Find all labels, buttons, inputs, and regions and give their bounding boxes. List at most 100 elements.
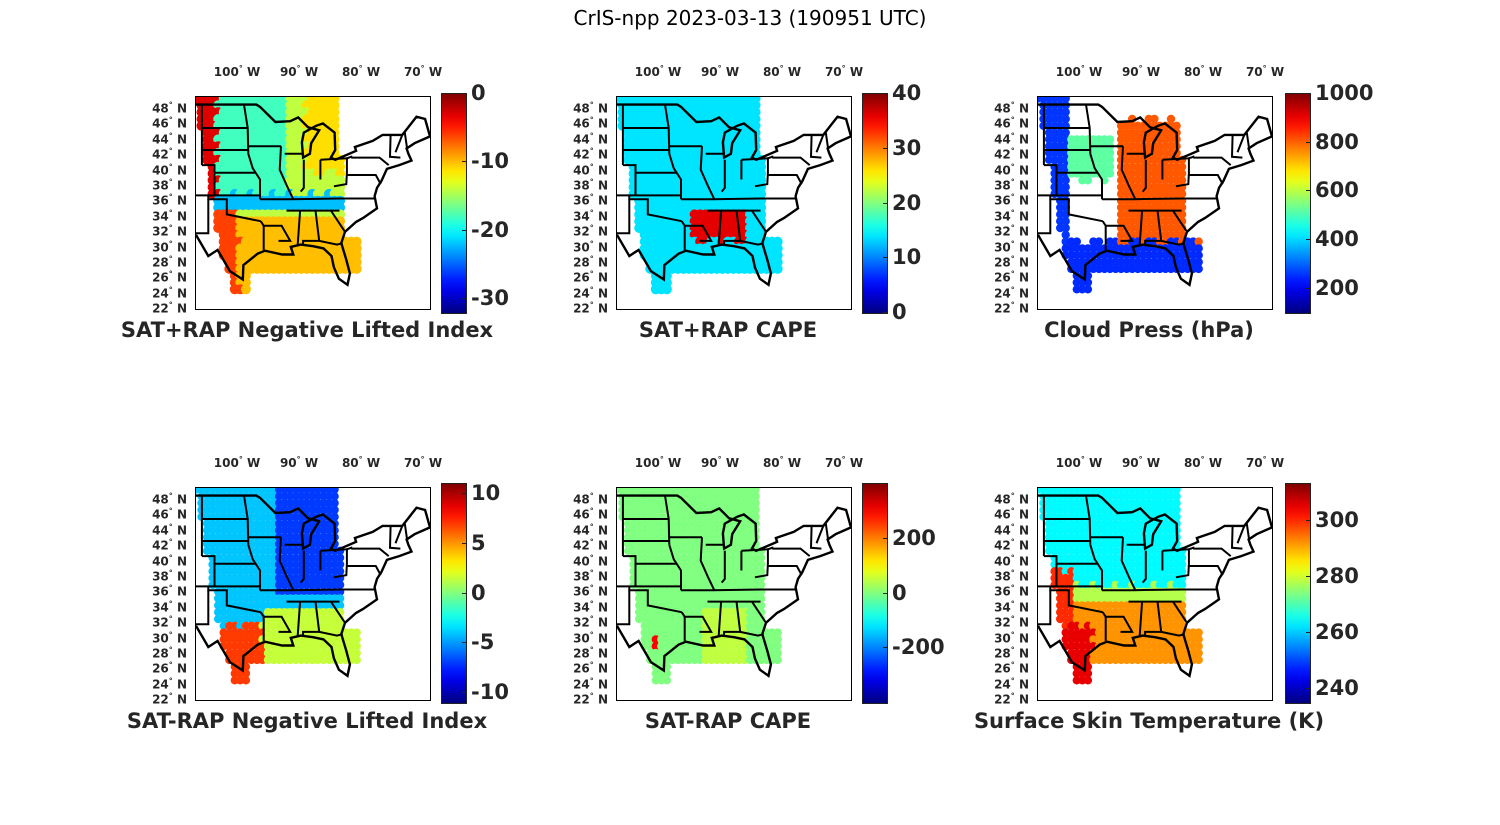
state-border	[1236, 134, 1246, 153]
coastline-border	[617, 103, 851, 287]
latitude-tick-label: 34° N	[152, 208, 187, 224]
data-point	[330, 505, 339, 515]
state-border	[330, 210, 346, 233]
map-canvas	[196, 97, 430, 295]
state-border	[1160, 239, 1185, 246]
latitude-tick-label: 36° N	[994, 583, 1029, 599]
map-canvas	[196, 488, 430, 685]
latitude-tick-label: 44° N	[152, 522, 187, 538]
latitude-tick-label: 46° N	[573, 115, 608, 131]
data-point	[756, 594, 766, 603]
state-border	[681, 197, 797, 201]
latitude-tick-label: 22° N	[994, 300, 1029, 316]
latitude-tick-label: 46° N	[152, 506, 187, 522]
latitude-tick-labels: 48° N 46° N 44° N 42° N 40° N 38° N 36° N 34° N…	[135, 96, 187, 315]
latitude-tick-label: 42° N	[994, 537, 1029, 553]
latitude-tick-label: 24° N	[152, 285, 187, 301]
data-point	[756, 608, 766, 617]
colorbar-tick-mark	[1306, 190, 1310, 192]
state-border	[346, 174, 382, 185]
state-border	[1188, 546, 1195, 551]
data-point	[750, 107, 761, 118]
data-point	[1194, 264, 1203, 274]
data-point	[351, 250, 362, 261]
colorbar-tick-label: 200	[1315, 275, 1359, 300]
latitude-tick-label: 32° N	[573, 614, 608, 630]
state-border	[1102, 588, 1218, 592]
data-point	[1194, 251, 1203, 260]
state-border	[617, 199, 631, 235]
data-point	[1083, 285, 1093, 294]
colorbar-tick-mark	[883, 202, 887, 204]
state-border	[1049, 195, 1103, 223]
state-border	[302, 210, 321, 246]
latitude-tick-label: 48° N	[994, 100, 1029, 116]
colorbar-tick-label: 1000	[1315, 81, 1374, 105]
longitude-tick-label: 100° W	[634, 455, 682, 470]
state-border	[741, 548, 769, 579]
data-point	[1194, 642, 1203, 651]
latitude-tick-label: 44° N	[573, 522, 608, 538]
latitude-tick-label: 36° N	[152, 192, 187, 208]
state-border	[278, 537, 295, 591]
data-point	[1177, 601, 1187, 610]
data-point	[352, 642, 361, 651]
state-border	[809, 134, 822, 159]
state-border	[680, 611, 713, 633]
panel-title: SAT+RAP Negative Lifted Index	[120, 318, 494, 342]
state-border	[815, 525, 825, 544]
state-border	[1101, 611, 1134, 633]
latitude-tick-label: 30° N	[994, 630, 1029, 646]
colorbar-tick-label: 0	[471, 580, 486, 605]
data-point	[1177, 189, 1187, 199]
colorbar-tick-label: 280	[1315, 563, 1359, 588]
data-point	[756, 560, 766, 569]
state-border	[1188, 155, 1195, 160]
state-border	[717, 601, 723, 638]
state-border	[723, 601, 742, 637]
latitude-tick-label: 36° N	[573, 583, 608, 599]
data-point	[335, 553, 345, 562]
map-plot-area	[1037, 487, 1273, 701]
state-border	[351, 156, 390, 166]
colorbar-tick-label: -30	[471, 286, 509, 311]
data-point	[751, 505, 760, 515]
data-point	[1194, 655, 1203, 665]
data-point	[1061, 97, 1070, 103]
longitude-tick-label: 80° W	[762, 64, 802, 79]
latitude-tick-labels: 48° N 46° N 44° N 42° N 40° N 38° N 36° N 34° N…	[977, 96, 1029, 315]
state-border	[320, 548, 348, 579]
map-canvas	[1038, 488, 1272, 685]
colorbar-tick-mark	[883, 257, 887, 259]
state-border	[767, 546, 774, 551]
latitude-tick-label: 30° N	[152, 239, 187, 255]
map-plot-area	[195, 96, 431, 310]
colorbar-tick-mark	[462, 592, 466, 594]
state-border	[699, 146, 716, 200]
latitude-tick-label: 38° N	[994, 568, 1029, 584]
latitude-tick-label: 40° N	[573, 553, 608, 569]
latitude-tick-label: 44° N	[994, 522, 1029, 538]
state-border	[207, 586, 261, 614]
data-point	[352, 655, 361, 665]
data-point	[772, 263, 783, 274]
data-point	[1061, 128, 1070, 137]
latitude-tick-label: 44° N	[994, 131, 1029, 147]
data-point	[1177, 580, 1187, 590]
colorbar-tick-label: 10	[471, 480, 501, 505]
latitude-tick-label: 48° N	[994, 491, 1029, 507]
state-border	[1141, 159, 1147, 193]
latitude-tick-label: 28° N	[152, 645, 187, 661]
latitude-tick-labels: 48° N 46° N 44° N 42° N 40° N 38° N 36° N 34° N…	[977, 487, 1029, 706]
longitude-tick-label: 80° W	[341, 455, 381, 470]
data-point	[1061, 223, 1070, 233]
latitude-tick-label: 38° N	[573, 177, 608, 193]
state-border	[1141, 550, 1147, 584]
colorbar-tick-label: -200	[892, 635, 945, 660]
latitude-tick-label: 28° N	[573, 254, 608, 270]
colorbar-tick-label: 200	[892, 525, 936, 550]
data-point	[1194, 257, 1203, 267]
latitude-tick-label: 26° N	[152, 269, 187, 285]
state-border	[751, 210, 767, 233]
longitude-tick-label: 100° W	[213, 455, 261, 470]
